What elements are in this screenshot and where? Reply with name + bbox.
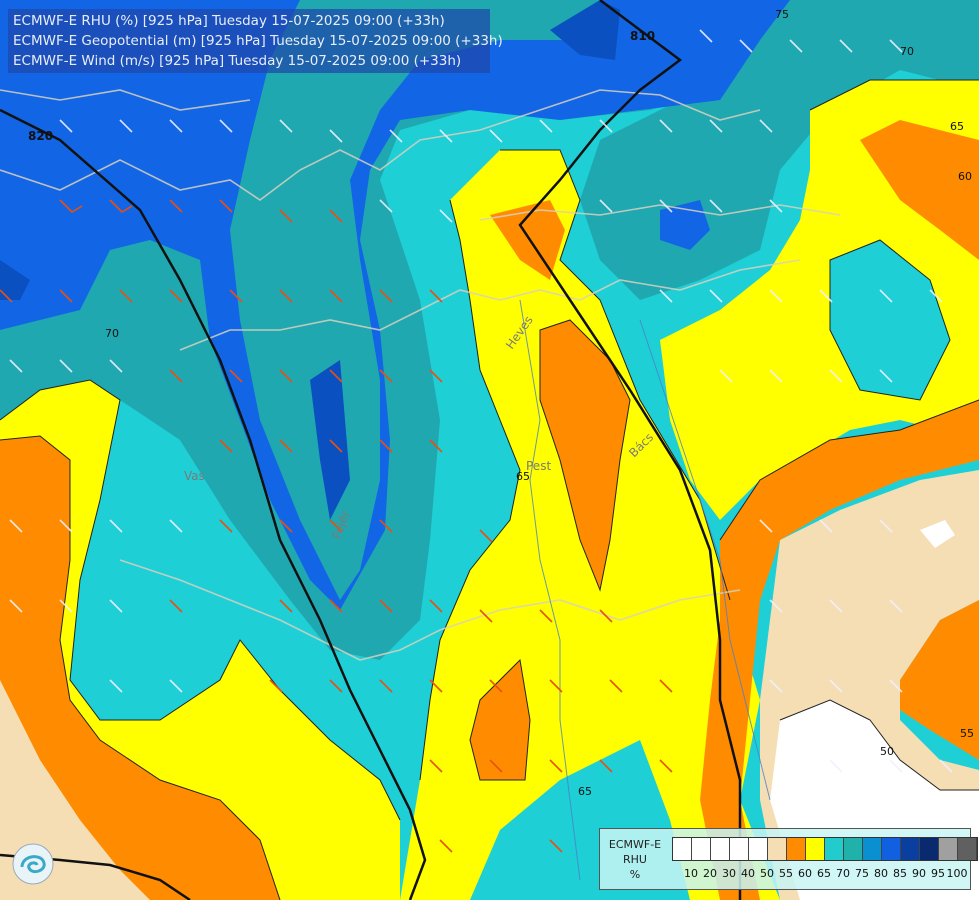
- legend-unit: %: [629, 868, 641, 881]
- contour-label: 65: [578, 785, 592, 798]
- map-title-box: ECMWF-E RHU (%) [925 hPa] Tuesday 15-07-…: [8, 9, 503, 73]
- contour-label: 60: [958, 170, 972, 183]
- legend-tick-label: 40: [741, 867, 755, 880]
- legend-tick-label: 80: [874, 867, 888, 880]
- legend-tick-label: 55: [779, 867, 793, 880]
- legend-tick-label: 70: [836, 867, 850, 880]
- geopotential-label: 820: [28, 129, 53, 143]
- ecmwf-logo-icon: [12, 843, 54, 885]
- legend-swatch: [768, 838, 787, 860]
- legend-model: ECMWF-E: [608, 838, 662, 851]
- rh-60-region-east: [700, 400, 979, 900]
- rh-60-region-north: [490, 200, 565, 280]
- rh-85-region-n: [550, 0, 620, 60]
- legend-tick-label: 10: [684, 867, 698, 880]
- legend-swatch: [730, 838, 749, 860]
- contour-label: 50: [880, 745, 894, 758]
- place-label: Vas: [184, 469, 205, 483]
- legend-tick-label: 85: [893, 867, 907, 880]
- rh-80-small-w: [0, 260, 30, 300]
- title-geopotential: ECMWF-E Geopotential (m) [925 hPa] Tuesd…: [13, 33, 503, 49]
- wind-barbs: [0, 29, 953, 853]
- legend-tick-label: 95: [931, 867, 945, 880]
- legend-swatch: [901, 838, 920, 860]
- contour-label: 70: [900, 45, 914, 58]
- legend-tick-label: 60: [798, 867, 812, 880]
- rh-60-region-ne: [860, 120, 979, 260]
- rh-60-region-se: [900, 600, 979, 760]
- color-legend: ECMWF-E RHU % 10 20 30 40 50 55 60 65 70 75 80 85 90…: [599, 828, 978, 890]
- river-lines: [519, 299, 771, 881]
- legend-swatch: [844, 838, 863, 860]
- legend-swatch: [863, 838, 882, 860]
- geopotential-label: 810: [630, 29, 655, 43]
- contour-label-group: 75 70 65 60 70 65 65 55 50 810 820: [28, 8, 974, 798]
- title-rhu: ECMWF-E RHU (%) [925 hPa] Tuesday 15-07-…: [13, 13, 445, 29]
- contour-label: 55: [960, 727, 974, 740]
- legend-swatch: [673, 838, 692, 860]
- rh-60-region-central: [540, 320, 630, 590]
- legend-label: ECMWF-E RHU %: [604, 837, 666, 882]
- legend-swatch: [920, 838, 939, 860]
- rh-60-region-south: [470, 660, 530, 780]
- legend-swatch: [749, 838, 768, 860]
- legend-tick-label: 90: [912, 867, 926, 880]
- place-label: Pest: [526, 459, 551, 473]
- rh-80-region-north: [600, 0, 790, 110]
- legend-swatch: [882, 838, 901, 860]
- contour-label: 75: [775, 8, 789, 21]
- title-wind: ECMWF-E Wind (m/s) [925 hPa] Tuesday 15-…: [13, 53, 462, 69]
- legend-tick-label: 100: [946, 867, 968, 880]
- legend-tick-label: 30: [722, 867, 736, 880]
- border-lines: [0, 89, 841, 661]
- legend-swatch: [939, 838, 958, 860]
- legend-variable: RHU: [623, 853, 647, 866]
- contour-label: 70: [105, 327, 119, 340]
- legend-swatch: [825, 838, 844, 860]
- legend-tick-label: 50: [760, 867, 774, 880]
- rh-50-small: [920, 520, 955, 548]
- contour-label: 65: [950, 120, 964, 133]
- contour-label: 65: [516, 470, 530, 483]
- rh-70-region-east: [830, 240, 950, 400]
- legend-swatch: [711, 838, 730, 860]
- legend-swatch: [958, 838, 977, 860]
- legend-swatch: [787, 838, 806, 860]
- rh-80-region-west: [0, 0, 760, 610]
- rh-contour-lines: [0, 79, 979, 900]
- rh-80-small-east: [660, 200, 710, 250]
- legend-tick-label: 75: [855, 867, 869, 880]
- legend-swatches: [672, 837, 978, 861]
- legend-swatch: [692, 838, 711, 860]
- legend-tick-label: 65: [817, 867, 831, 880]
- legend-tick-label: 20: [703, 867, 717, 880]
- legend-swatch: [806, 838, 825, 860]
